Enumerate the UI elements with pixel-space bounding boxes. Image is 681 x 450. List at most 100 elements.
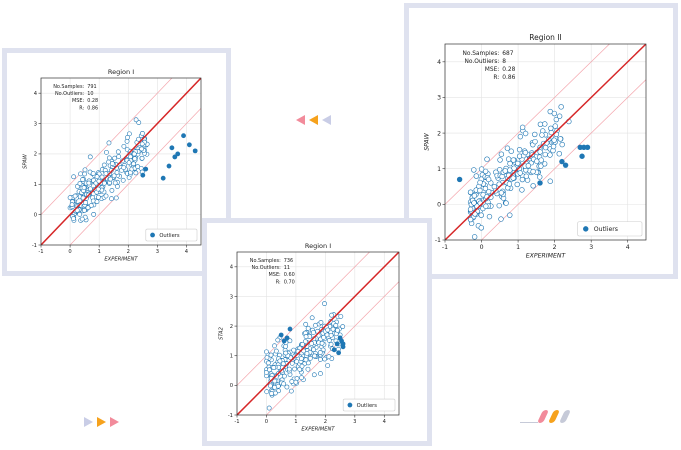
data-point — [111, 173, 117, 179]
stat-label: MSE: — [72, 98, 85, 104]
data-point — [321, 334, 327, 340]
data-point — [307, 355, 313, 361]
y-tick-label: 0 — [437, 202, 441, 209]
data-point — [302, 339, 308, 345]
data-point — [264, 349, 269, 355]
grid-lines — [40, 78, 201, 246]
data-point — [120, 177, 126, 183]
y-axis-label: SPAW — [424, 132, 431, 150]
data-point — [115, 149, 121, 155]
data-point — [299, 363, 305, 369]
data-point — [551, 110, 558, 117]
data-point — [90, 171, 96, 176]
data-point — [282, 373, 287, 379]
data-point — [328, 341, 334, 347]
data-point — [471, 167, 477, 173]
data-point — [121, 143, 127, 149]
data-point — [478, 212, 484, 218]
data-point — [133, 170, 139, 176]
data-point — [283, 350, 289, 356]
y-tick-label: 4 — [230, 265, 234, 271]
data-point — [510, 157, 517, 163]
x-tick-label: 4 — [383, 419, 387, 425]
data-point — [128, 154, 133, 160]
x-tick-label: 1 — [98, 249, 101, 255]
upper-band-line — [41, 78, 173, 215]
data-point — [268, 352, 274, 358]
plot-frame — [444, 43, 647, 241]
data-point — [477, 187, 483, 194]
x-tick-label: 4 — [626, 244, 630, 251]
dash-orange — [547, 410, 561, 423]
scatter-plot: -1 0 1 2 3 4 -1 0 1 2 3 4 Region I EXPERIMENT SPAW No.S… — [23, 68, 202, 262]
data-point — [329, 312, 334, 318]
x-tick-label: -1 — [38, 249, 43, 255]
y-tick-label: 0 — [34, 212, 37, 218]
data-point — [136, 136, 141, 142]
data-point — [330, 326, 336, 332]
right-chevrons-icon — [84, 416, 124, 428]
data-point — [478, 225, 484, 231]
data-point — [267, 383, 273, 389]
data-point — [106, 140, 112, 146]
data-point — [542, 144, 549, 151]
data-point — [71, 174, 77, 180]
x-tick-label: 2 — [553, 244, 557, 251]
data-point — [113, 195, 119, 201]
data-point — [473, 173, 480, 179]
outlier-point — [175, 151, 181, 157]
data-point — [506, 181, 513, 187]
chart-title: Region II — [529, 33, 561, 42]
data-point — [309, 341, 315, 346]
data-point — [542, 121, 548, 127]
data-point — [311, 330, 316, 335]
data-point — [275, 337, 281, 343]
data-point — [550, 143, 557, 150]
data-point — [319, 340, 325, 346]
data-point — [131, 151, 137, 157]
y-tick-label: -1 — [228, 413, 233, 419]
outlier-point — [340, 341, 346, 347]
left-chevrons-icon — [296, 114, 336, 126]
upper-band-line — [445, 44, 610, 205]
y-tick-label: 0 — [230, 383, 233, 389]
stat-value: 0.28 — [87, 98, 98, 104]
data-point — [537, 174, 543, 180]
y-tick-label: 3 — [230, 294, 233, 300]
data-point — [69, 202, 75, 208]
x-tick-label: 3 — [156, 249, 159, 255]
legend-box — [577, 221, 643, 237]
identity-line — [41, 78, 201, 245]
outlier-point — [181, 133, 186, 139]
data-point — [82, 171, 88, 177]
data-point — [538, 163, 544, 169]
data-point — [537, 121, 544, 128]
data-point — [534, 158, 540, 164]
stat-label: MSE: — [269, 272, 282, 278]
legend-label: Outliers — [357, 403, 378, 409]
stat-value: 0.86 — [502, 75, 515, 81]
data-point — [311, 372, 317, 378]
outlier-point — [337, 335, 343, 341]
legend-marker — [150, 232, 155, 238]
data-point — [482, 168, 489, 175]
identity-line — [445, 44, 646, 240]
data-point — [139, 155, 145, 161]
data-point — [322, 301, 327, 307]
data-point — [484, 156, 490, 162]
data-point — [273, 348, 279, 354]
data-point — [530, 168, 536, 175]
outlier-point — [562, 162, 569, 168]
x-axis-label: EXPERIMENT — [104, 256, 138, 262]
stat-label: No.Outliers: — [465, 59, 500, 65]
x-tick-label: 3 — [589, 244, 593, 251]
data-point — [110, 161, 115, 166]
x-tick-label: 3 — [353, 419, 356, 425]
data-point — [498, 216, 504, 222]
chevron-lavender — [322, 115, 331, 125]
data-point — [519, 187, 525, 193]
legend-box — [145, 228, 198, 242]
y-tick-label: 4 — [34, 91, 38, 97]
data-point — [556, 113, 563, 119]
data-point — [485, 188, 492, 195]
